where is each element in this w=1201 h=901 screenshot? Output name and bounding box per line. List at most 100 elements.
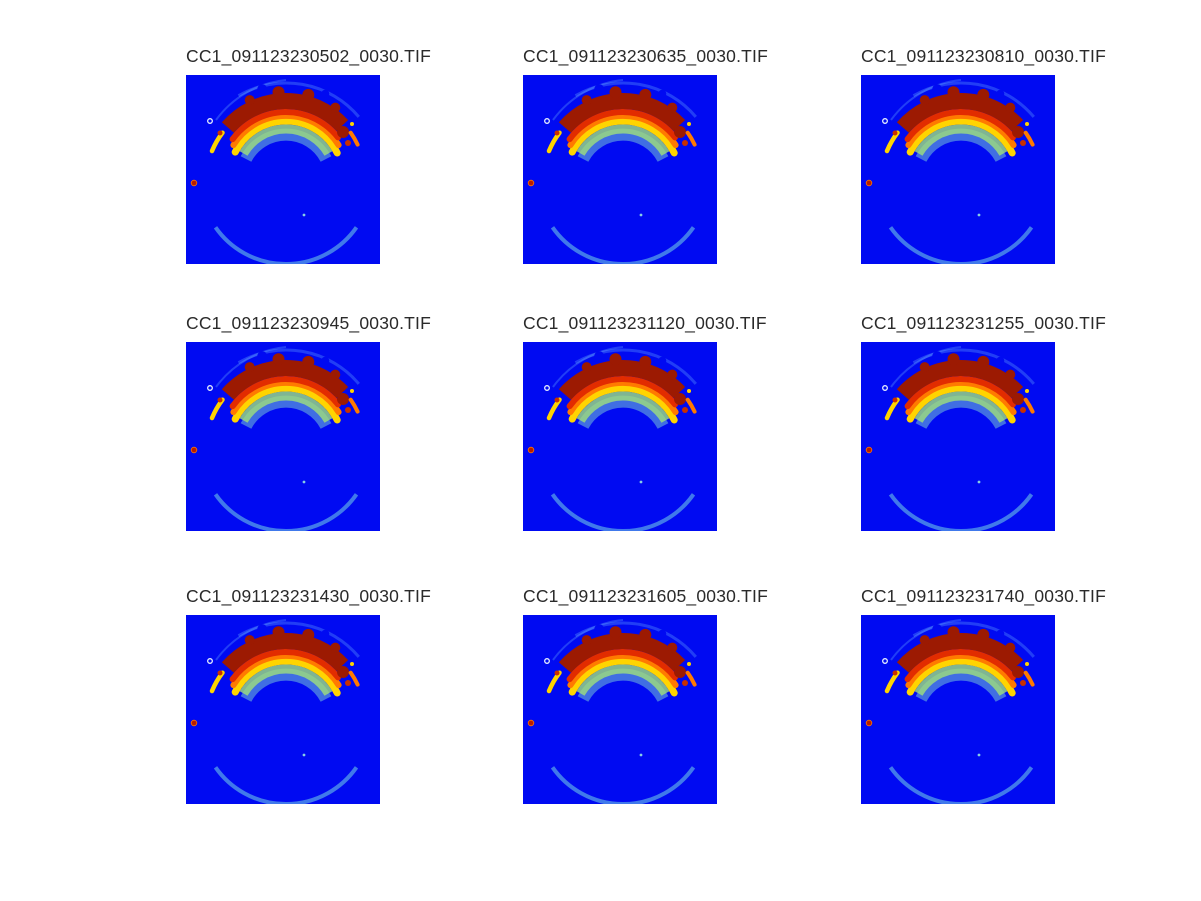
aurora-blob xyxy=(947,626,960,639)
aurora-right-streak xyxy=(1023,670,1035,687)
aurora-yellow-band xyxy=(231,117,341,157)
aurora-left-spot xyxy=(892,397,898,403)
red-edge-artifact xyxy=(865,719,873,727)
aurora-dark-red-band xyxy=(896,633,1024,673)
sky-wisp xyxy=(912,348,1035,385)
aurora-left-streak xyxy=(209,670,225,694)
allsky-image xyxy=(186,75,380,264)
image-title: CC1_091123231255_0030.TIF xyxy=(861,313,1107,333)
sky-wisp xyxy=(237,348,360,385)
false-color-image xyxy=(861,342,1055,531)
aurora-notch xyxy=(257,351,268,362)
subplot-panel: CC1_091123231605_0030.TIF xyxy=(523,585,768,804)
sky-wisp xyxy=(574,81,697,118)
disk-bottom-rim xyxy=(550,766,696,804)
aurora-notch xyxy=(932,624,943,635)
red-edge-artifact xyxy=(865,179,873,187)
aurora-notch xyxy=(594,624,605,635)
image-title: CC1_091123231430_0030.TIF xyxy=(186,586,432,606)
aurora-red-band xyxy=(566,109,678,143)
aurora-blob xyxy=(639,355,652,368)
aurora-orange-band xyxy=(905,379,1017,416)
aurora-blob xyxy=(977,88,990,101)
aurora-left-streak xyxy=(546,397,562,421)
aurora-notch xyxy=(932,351,943,362)
allsky-image xyxy=(861,615,1055,804)
aurora-right-spot xyxy=(1020,680,1026,686)
aurora-blob xyxy=(581,635,592,646)
aurora-notch xyxy=(257,84,268,95)
aurora-blob xyxy=(244,635,255,646)
allsky-image xyxy=(186,615,380,804)
sky-wisp xyxy=(574,621,697,658)
aurora-pale-glow xyxy=(915,395,1007,429)
aurora-dark-red-band xyxy=(558,93,686,133)
aurora-pale-glow xyxy=(915,668,1007,702)
aurora-pale-glow xyxy=(577,128,669,162)
aurora-right-streak xyxy=(1023,397,1035,414)
image-title: CC1_091123230502_0030.TIF xyxy=(186,46,432,66)
subplot-panel: CC1_091123230502_0030.TIF xyxy=(186,45,431,264)
star-dot xyxy=(977,480,981,484)
subplot-panel: CC1_091123231430_0030.TIF xyxy=(186,585,431,804)
aurora-notch xyxy=(932,84,943,95)
aurora-yellow-band xyxy=(568,117,678,157)
aurora-red-band xyxy=(229,649,341,683)
image-title: CC1_091123230810_0030.TIF xyxy=(861,46,1107,66)
aurora-green-band xyxy=(239,124,333,156)
aurora-notch xyxy=(321,89,330,98)
red-edge-artifact xyxy=(190,719,198,727)
aurora-right-pocket xyxy=(337,393,349,405)
aurora-right-streak xyxy=(685,670,697,687)
star-dot xyxy=(639,480,643,484)
subplot-panel: CC1_091123231120_0030.TIF xyxy=(523,312,767,531)
aurora-yellow-band xyxy=(568,657,678,697)
white-ring-artifact xyxy=(544,658,550,664)
aurora-blob xyxy=(667,102,678,113)
aurora-red-band xyxy=(904,376,1016,410)
sky-wisp xyxy=(215,79,287,121)
aurora-yellow-dot xyxy=(687,122,691,126)
white-ring-artifact xyxy=(207,658,213,664)
disk-bottom-rim xyxy=(888,766,1034,804)
aurora-blob xyxy=(947,353,960,366)
allsky-image xyxy=(861,75,1055,264)
aurora-green-band xyxy=(914,664,1008,696)
aurora-yellow-band xyxy=(231,384,341,424)
aurora-right-streak xyxy=(1023,130,1035,147)
aurora-blob xyxy=(581,95,592,106)
star-dot xyxy=(977,213,981,217)
image-title: CC1_091123230635_0030.TIF xyxy=(523,46,769,66)
allsky-image xyxy=(186,342,380,531)
aurora-notch xyxy=(658,629,667,638)
aurora-dark-red-band xyxy=(896,93,1024,133)
aurora-red-band xyxy=(229,109,341,143)
sky-wisp xyxy=(237,81,360,118)
aurora-left-spot xyxy=(554,397,560,403)
false-color-image xyxy=(523,75,717,264)
subplot-panel: CC1_091123231255_0030.TIF xyxy=(861,312,1106,531)
aurora-notch xyxy=(594,84,605,95)
aurora-blob xyxy=(272,86,285,99)
disk-bottom-rim xyxy=(550,493,696,531)
aurora-yellow-dot xyxy=(687,662,691,666)
aurora-pale-glow xyxy=(240,395,332,429)
aurora-blob xyxy=(302,355,315,368)
aurora-right-spot xyxy=(345,407,351,413)
aurora-pale-glow xyxy=(240,668,332,702)
image-title: CC1_091123231120_0030.TIF xyxy=(523,313,767,333)
aurora-left-spot xyxy=(892,670,898,676)
aurora-notch xyxy=(996,356,1005,365)
false-color-image xyxy=(186,75,380,264)
star-dot xyxy=(302,213,306,217)
aurora-blob xyxy=(244,95,255,106)
aurora-pale-glow xyxy=(915,128,1007,162)
aurora-yellow-dot xyxy=(687,389,691,393)
aurora-right-pocket xyxy=(337,666,349,678)
allsky-image xyxy=(523,615,717,804)
aurora-blob xyxy=(977,628,990,641)
disk-bottom-rim xyxy=(888,493,1034,531)
sky-wisp xyxy=(890,346,962,388)
aurora-blob xyxy=(330,642,341,653)
